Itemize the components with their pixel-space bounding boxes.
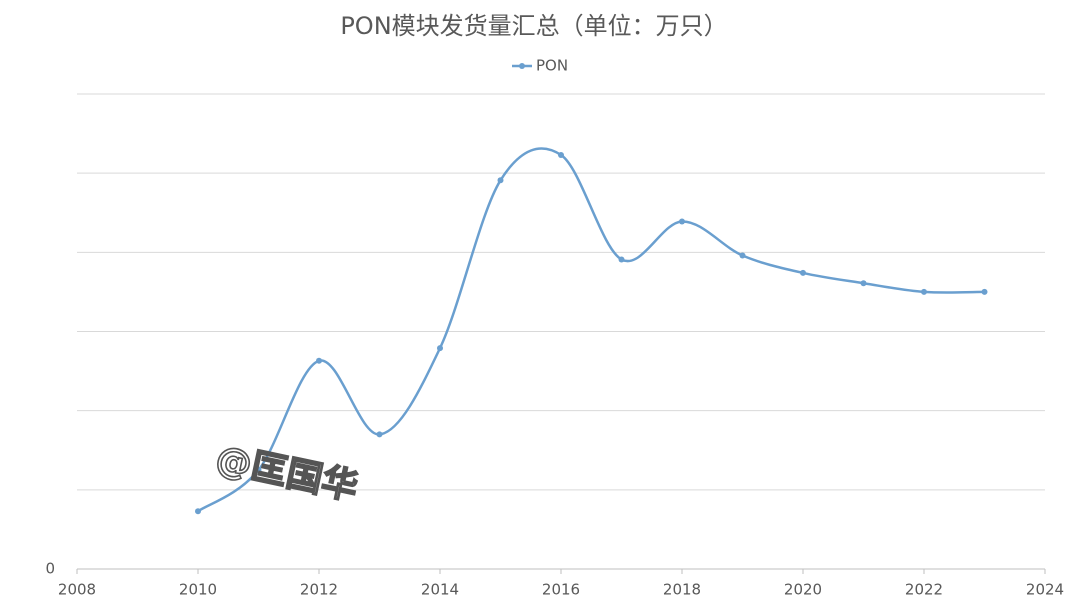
data-point <box>800 269 806 276</box>
x-tick-label: 2022 <box>905 581 943 599</box>
data-point <box>739 252 746 259</box>
data-point <box>376 431 383 438</box>
x-tick-label: 2016 <box>542 581 580 599</box>
chart-title: PON模块发货量汇总（单位：万只） <box>340 12 727 40</box>
x-tick-label: 2024 <box>1026 581 1064 599</box>
legend-label: PON <box>536 57 568 75</box>
x-tick-label: 2008 <box>58 581 96 599</box>
x-tick-label: 2012 <box>300 581 338 599</box>
watermark: @匡国华 <box>212 438 361 508</box>
data-point <box>195 508 201 515</box>
data-point <box>497 177 504 184</box>
legend-marker <box>519 63 525 69</box>
y-tick-label: 0 <box>45 560 55 578</box>
x-tick-label: 2010 <box>179 581 217 599</box>
data-point <box>860 280 867 287</box>
data-point <box>921 288 927 295</box>
data-point <box>981 288 988 295</box>
data-point <box>679 218 685 225</box>
data-point <box>316 357 322 364</box>
data-point <box>437 345 443 352</box>
series-line <box>197 147 985 513</box>
data-point <box>618 256 625 263</box>
data-point <box>558 151 564 158</box>
x-tick-label: 2014 <box>421 581 459 599</box>
x-tick-label: 2018 <box>663 581 701 599</box>
data-point <box>255 467 262 474</box>
x-tick-label: 2020 <box>784 581 822 599</box>
